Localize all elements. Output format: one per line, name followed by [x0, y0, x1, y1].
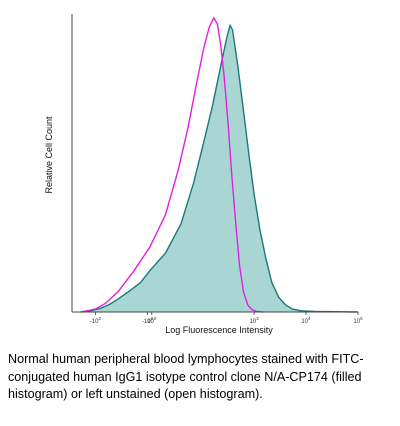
plot-area — [80, 16, 359, 313]
filled-histogram-outline — [80, 23, 359, 313]
x-tick-label: -100 — [142, 316, 154, 325]
open-histogram-line — [80, 16, 264, 313]
x-tick-label: 104 — [301, 316, 311, 325]
x-tick-label: 103 — [249, 316, 259, 325]
x-tick-label: 105 — [353, 316, 363, 325]
y-axis-title: Relative Cell Count — [44, 116, 54, 194]
x-axis-title: Log Fluorescence Intensity — [165, 325, 273, 335]
figure-caption: Normal human peripheral blood lymphocyte… — [8, 352, 364, 401]
x-tick-label: 100 — [147, 316, 157, 325]
x-tick-label: -102 — [90, 316, 102, 325]
filled-histogram-area — [80, 25, 359, 313]
